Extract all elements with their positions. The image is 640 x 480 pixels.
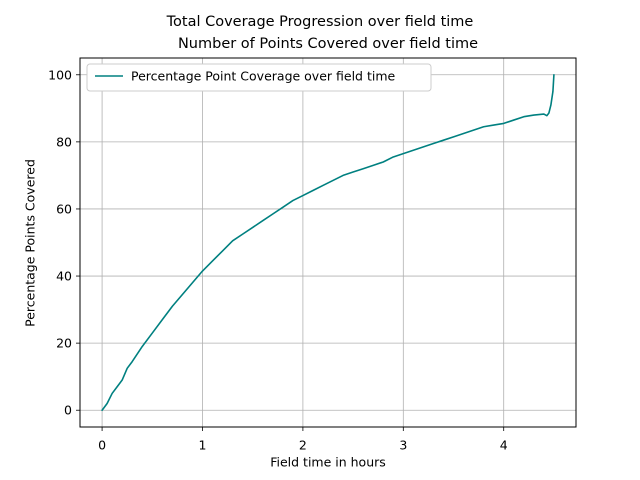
x-tick-label: 2: [299, 438, 307, 453]
plot-area-frame: [79, 57, 577, 428]
x-axis-label: Field time in hours: [270, 455, 386, 470]
legend: Percentage Point Coverage over field tim…: [86, 63, 432, 92]
series-line: [101, 73, 555, 412]
x-tick-label: 1: [199, 438, 207, 453]
y-axis-label: Percentage Points Covered: [23, 159, 38, 327]
y-tick-label: 60: [56, 201, 72, 216]
y-tick-label: 80: [56, 134, 72, 149]
y-tick-label: 20: [56, 336, 72, 351]
y-tick-label: 100: [48, 67, 72, 82]
x-tick-label: 0: [98, 438, 106, 453]
x-tick-label: 4: [500, 438, 508, 453]
chart-suptitle: Total Coverage Progression over field ti…: [166, 14, 474, 30]
y-tick-label: 0: [64, 403, 72, 418]
x-tick-label: 3: [399, 438, 407, 453]
legend-box: [86, 63, 432, 92]
chart-title: Number of Points Covered over field time: [178, 36, 478, 52]
legend-label: Percentage Point Coverage over field tim…: [131, 69, 396, 84]
y-tick-label: 40: [56, 269, 72, 284]
series-layer: [101, 73, 555, 412]
